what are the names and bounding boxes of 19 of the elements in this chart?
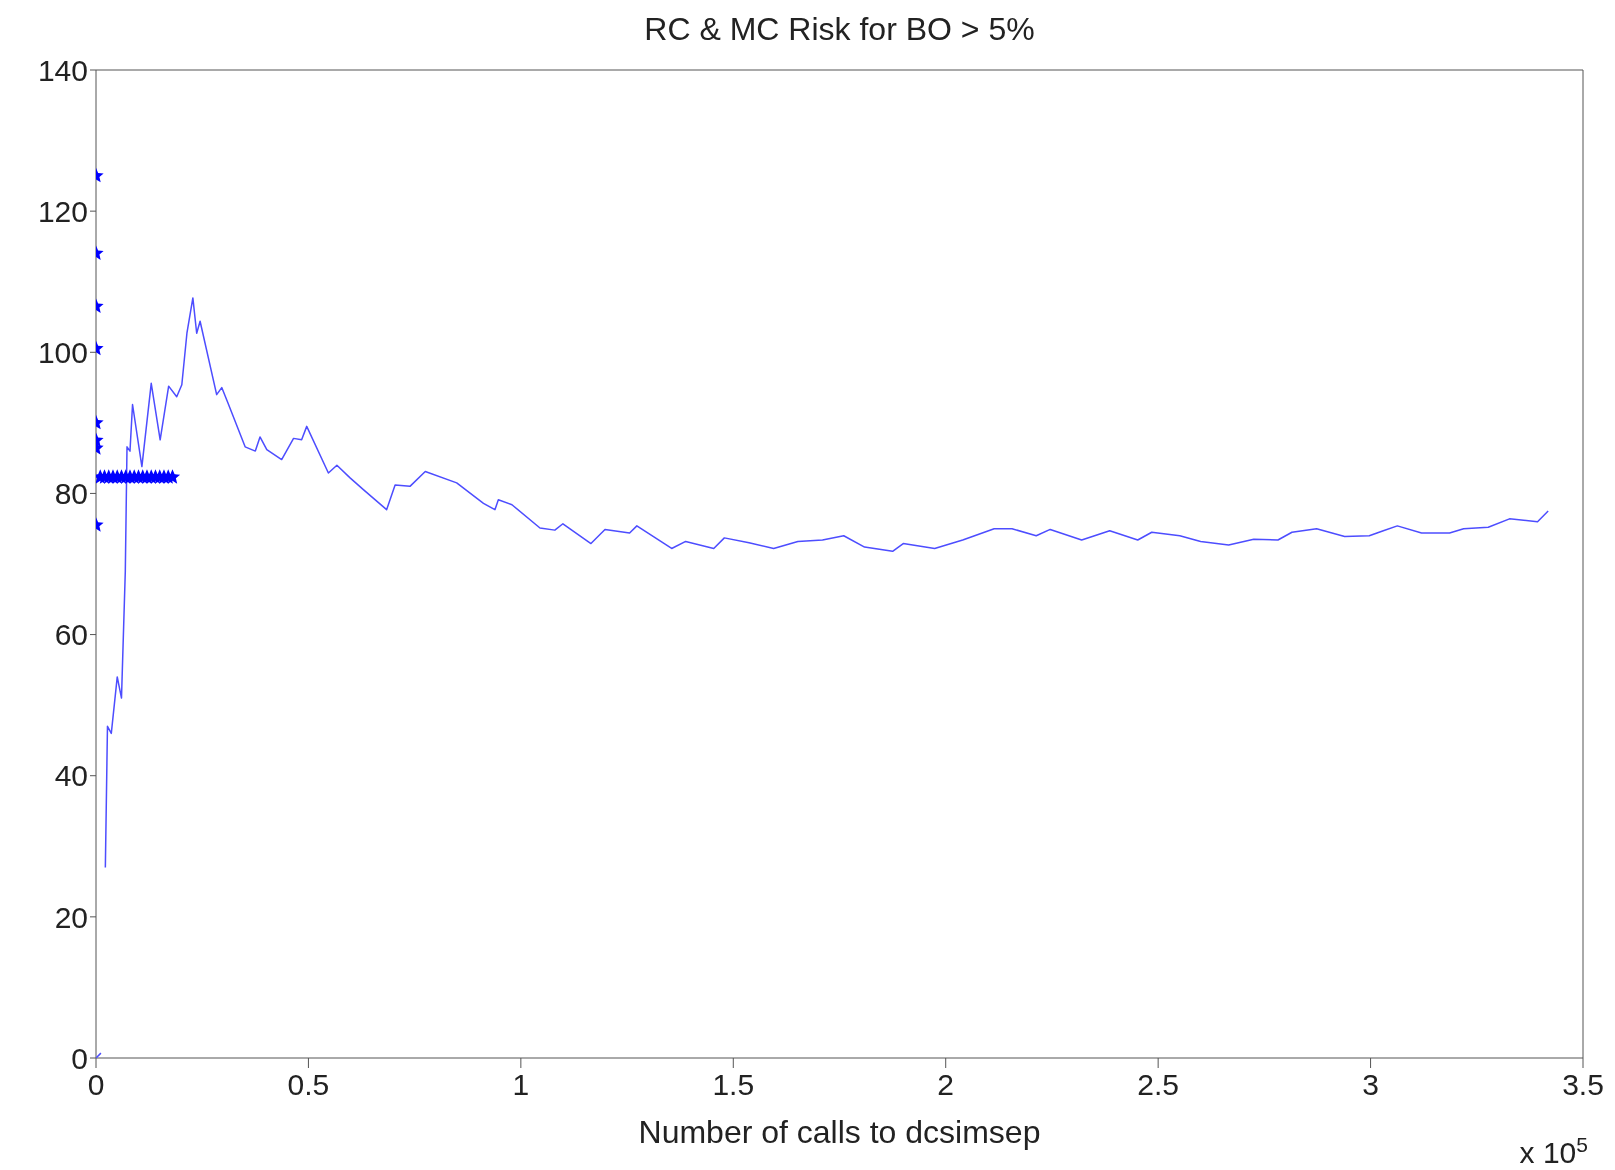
y-tick-label: 120: [37, 194, 88, 228]
y-tick-label: 40: [54, 759, 88, 793]
y-tick-label: 0: [71, 1041, 88, 1075]
y-tick-label: 100: [37, 335, 88, 369]
x-tick-label: 3: [1362, 1068, 1379, 1102]
x-tick-label: 0.5: [287, 1068, 330, 1102]
y-tick-label: 80: [54, 477, 88, 511]
y-tick-label: 140: [37, 53, 88, 87]
y-tick-label: 20: [54, 900, 88, 934]
chart-title: RC & MC Risk for BO > 5%: [644, 11, 1035, 47]
y-tick-label: 60: [54, 618, 88, 652]
line-series: [104, 297, 1549, 869]
x-tick-label: 3.5: [1562, 1068, 1604, 1102]
x-axis-title: Number of calls to dcsimsep: [638, 1114, 1041, 1150]
x-tick-label: 2: [937, 1068, 955, 1102]
x-tick-label: 1.5: [712, 1068, 755, 1102]
x-tick-label: 2.5: [1137, 1068, 1179, 1102]
text: x 10$^{5}$: [1519, 1132, 1588, 1169]
x-tick-label: 1: [512, 1068, 530, 1102]
